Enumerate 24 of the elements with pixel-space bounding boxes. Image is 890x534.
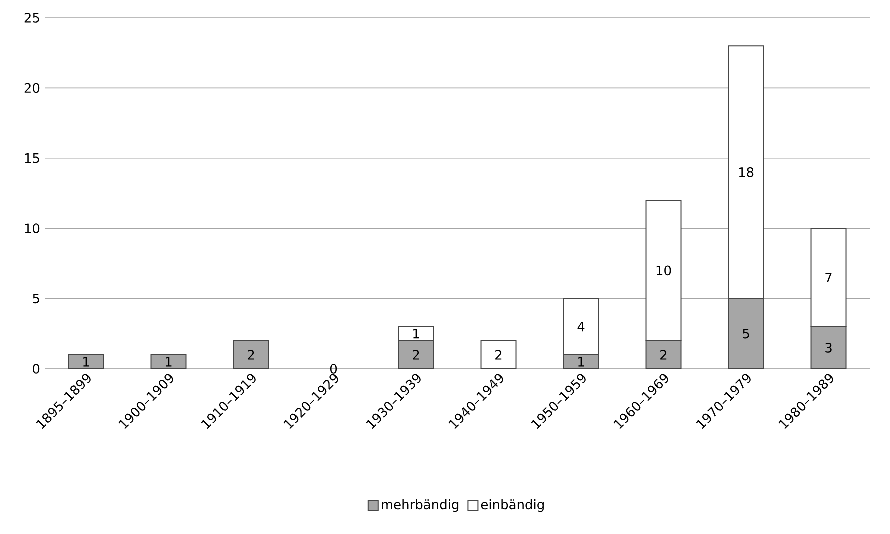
y-tick-label: 25 bbox=[24, 13, 40, 23]
y-tick-label: 20 bbox=[24, 83, 40, 94]
data-label: 10 bbox=[656, 266, 672, 276]
data-label: 4 bbox=[578, 322, 585, 332]
data-label: 2 bbox=[496, 350, 502, 360]
data-label: 0 bbox=[330, 364, 338, 374]
data-label: 2 bbox=[660, 350, 667, 360]
y-tick-label: 15 bbox=[25, 154, 40, 164]
data-label: 1 bbox=[414, 329, 420, 339]
legend-label: einbändig bbox=[481, 500, 544, 512]
data-label: 2 bbox=[248, 350, 254, 360]
data-label: 1 bbox=[166, 357, 172, 367]
legend-label: mehrbändig bbox=[382, 500, 459, 512]
data-label: 3 bbox=[826, 343, 832, 353]
y-tick-label: 5 bbox=[33, 294, 40, 304]
data-label: 1 bbox=[578, 357, 584, 367]
data-label: 5 bbox=[743, 329, 750, 339]
y-tick-label: 10 bbox=[25, 224, 40, 234]
data-label: 7 bbox=[826, 272, 832, 282]
bar bbox=[480, 340, 517, 370]
data-label: 18 bbox=[739, 168, 754, 178]
y-tick-label: 0 bbox=[33, 364, 40, 374]
data-label: 1 bbox=[84, 357, 90, 367]
data-label: 2 bbox=[413, 350, 420, 360]
